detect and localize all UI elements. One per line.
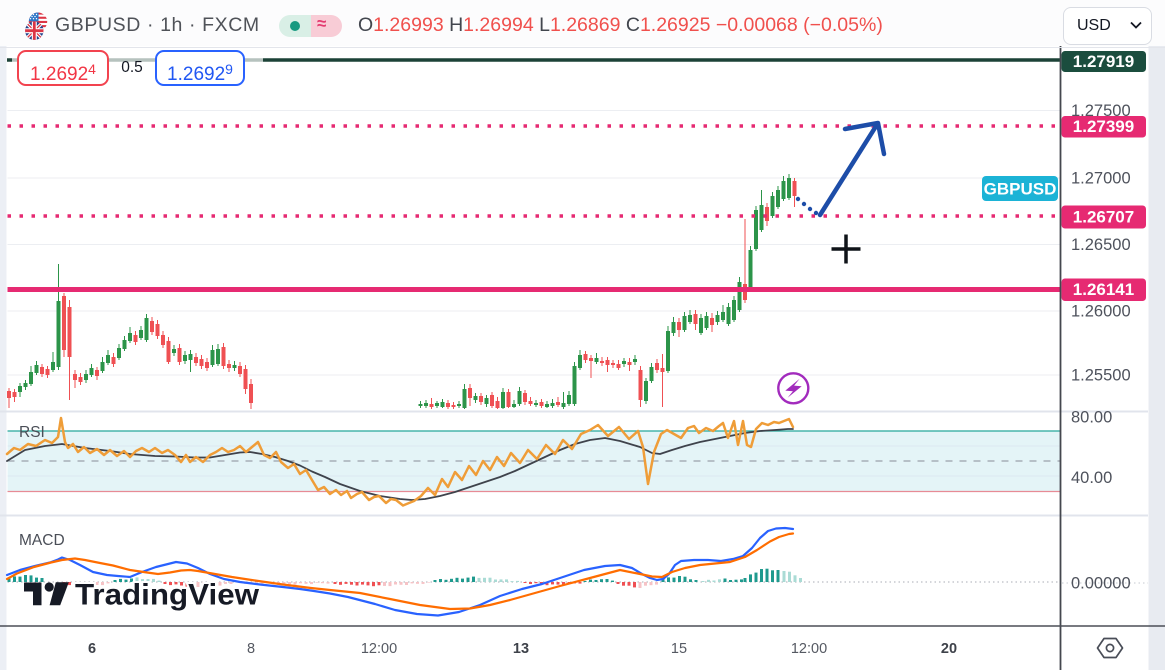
svg-text:1.25500: 1.25500 [1071, 367, 1131, 385]
svg-text:GBPUSD: GBPUSD [984, 180, 1057, 199]
svg-text:0.00000: 0.00000 [1071, 575, 1131, 593]
svg-text:13: 13 [513, 641, 529, 657]
svg-text:40.00: 40.00 [1071, 469, 1112, 487]
svg-text:1.26141: 1.26141 [1073, 280, 1134, 299]
svg-text:12:00: 12:00 [791, 641, 827, 657]
svg-text:1.26500: 1.26500 [1071, 236, 1131, 254]
svg-text:1.27000: 1.27000 [1071, 170, 1131, 188]
svg-text:15: 15 [671, 641, 687, 657]
svg-text:6: 6 [88, 641, 96, 657]
svg-text:1.27500: 1.27500 [1071, 102, 1131, 120]
svg-text:1.26000: 1.26000 [1071, 303, 1131, 321]
svg-text:MACD: MACD [19, 532, 65, 549]
svg-text:1.27399: 1.27399 [1073, 117, 1134, 136]
svg-text:RSI: RSI [19, 424, 45, 441]
svg-text:12:00: 12:00 [361, 641, 397, 657]
svg-text:1.26707: 1.26707 [1073, 208, 1134, 227]
svg-text:1.27919: 1.27919 [1073, 52, 1134, 71]
svg-text:20: 20 [941, 641, 957, 657]
svg-text:8: 8 [247, 641, 255, 657]
svg-text:80.00: 80.00 [1071, 409, 1112, 427]
svg-text:TradingView: TradingView [75, 579, 259, 612]
